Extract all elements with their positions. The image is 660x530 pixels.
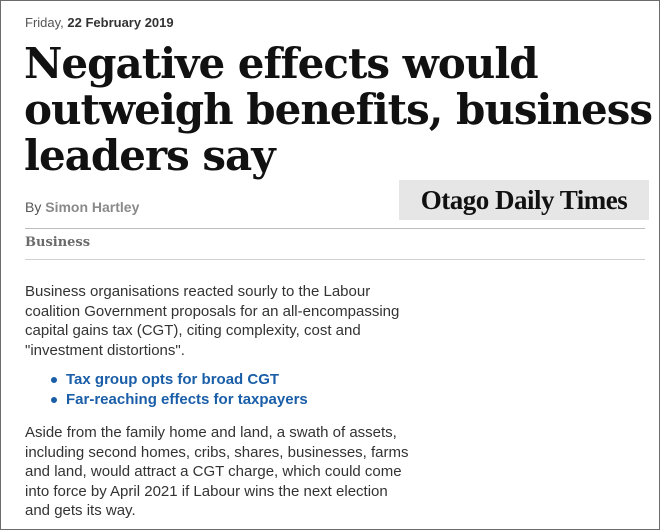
related-link[interactable]: Tax group opts for broad CGT [66,371,280,388]
byline-prefix: By [25,199,42,215]
article-paragraph: Aside from the family home and land, a s… [25,423,409,521]
paragraph-line: and land, would attract a CGT charge, wh… [25,463,402,480]
article-headline: Negative effects would outweigh benefits… [24,39,653,180]
paragraph-line: coalition Government proposals for an al… [25,302,400,320]
article-date: Friday, 22 February 2019 [25,15,174,30]
divider [25,228,645,229]
paragraph-line: including second homes, cribs, shares, b… [25,443,409,461]
publication-logo: Otago Daily Times [399,180,649,220]
article-paragraph: Business organisations reacted sourly to… [25,282,399,360]
related-link-item: Far-reaching effects for taxpayers [51,390,308,410]
related-link[interactable]: Far-reaching effects for taxpayers [66,391,308,408]
author-link[interactable]: Simon Hartley [45,199,140,215]
headline-line: Negative effects would [24,39,539,88]
byline: By Simon Hartley [25,199,139,215]
date-weekday: Friday, [25,15,64,30]
related-link-item: Tax group opts for broad CGT [51,370,308,390]
paragraph-line: into force by April 2021 if Labour wins … [25,482,388,500]
section-label[interactable]: Business [25,235,91,250]
divider [25,259,645,260]
date-value: 22 February 2019 [67,15,174,30]
paragraph-line: Business organisations reacted sourly to… [25,283,371,300]
paragraph-line: capital gains tax (CGT), citing complexi… [25,322,361,339]
paragraph-line: "investment distortions". [25,341,185,359]
paragraph-line: Aside from the family home and land, a s… [25,424,397,441]
headline-line: outweigh benefits, business [24,85,653,134]
paragraph-line: and gets its way. [25,502,136,519]
bullet-icon [51,377,57,383]
bullet-icon [51,397,57,403]
headline-line: leaders say [24,131,276,180]
related-links: Tax group opts for broad CGT Far-reachin… [51,370,308,410]
